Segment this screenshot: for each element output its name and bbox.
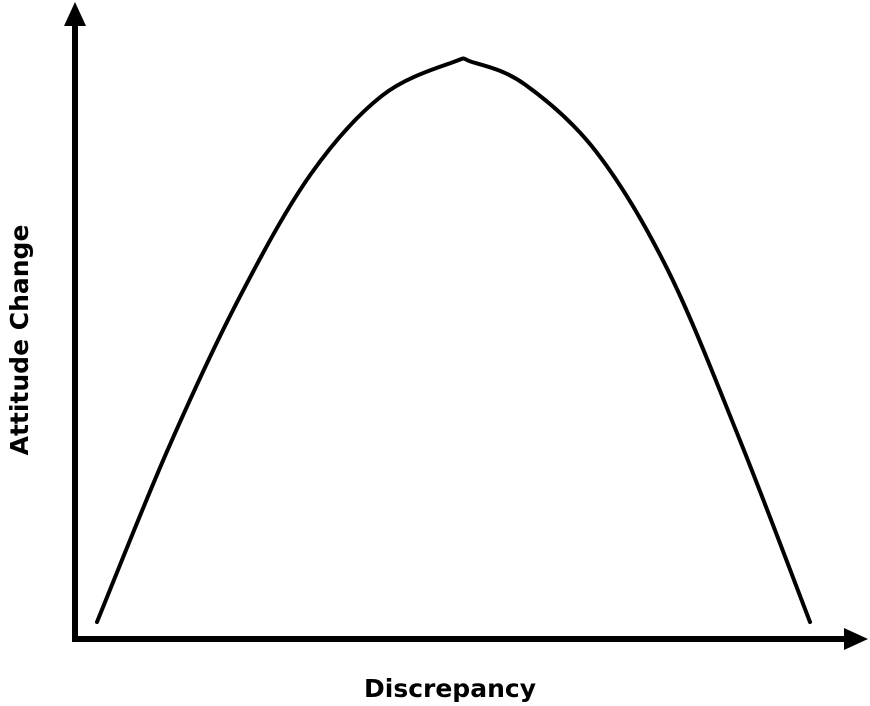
y-axis-arrowhead <box>64 2 86 26</box>
y-axis-label: Attitude Change <box>5 225 34 456</box>
attitude-change-curve <box>95 56 812 624</box>
y-axis <box>64 2 86 642</box>
x-axis-arrowhead <box>844 628 868 650</box>
x-axis <box>72 628 868 650</box>
x-axis-label: Discrepancy <box>364 674 536 703</box>
